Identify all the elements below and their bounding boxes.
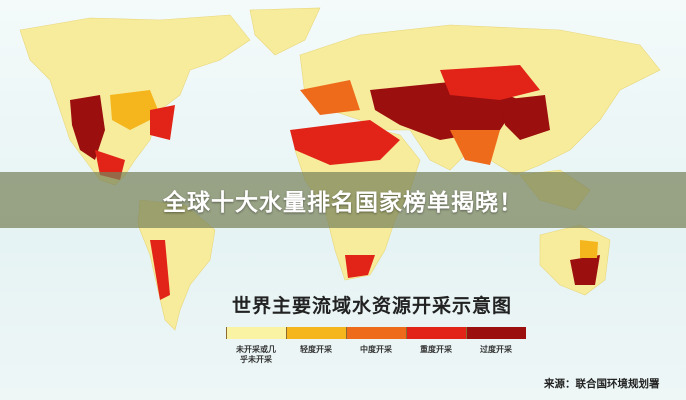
region-south-america-west	[150, 240, 170, 300]
region-north-africa	[290, 120, 400, 165]
title-banner: 全球十大水量排名国家榜单揭晓！	[0, 172, 686, 228]
region-australia-east	[570, 255, 600, 285]
region-india	[450, 130, 500, 165]
legend-label: 中度开采	[360, 345, 392, 354]
banner-title: 全球十大水量排名国家榜单揭晓！	[163, 190, 523, 216]
legend-title: 世界主要流域水资源开采示意图	[232, 295, 513, 317]
region-south-africa	[345, 255, 375, 278]
region-europe	[300, 80, 360, 115]
legend-item: 轻度开采	[286, 327, 346, 365]
legend-item: 中度开采	[346, 327, 406, 365]
region-australia-mid	[580, 240, 598, 258]
legend-label: 未开采或几乎未开采	[236, 345, 276, 364]
extraction-regions	[70, 65, 600, 300]
legend-label: 重度开采	[420, 345, 452, 354]
region-us-west	[70, 95, 105, 160]
region-us-east	[150, 105, 175, 140]
region-us-central	[110, 90, 160, 130]
greenland	[249, 7, 321, 56]
legend: 未开采或几乎未开采 轻度开采 中度开采 重度开采 过度开采	[226, 327, 526, 365]
region-central-asia	[440, 65, 540, 100]
legend-label: 过度开采	[480, 345, 512, 354]
legend-item: 未开采或几乎未开采	[226, 327, 286, 365]
legend-item: 过度开采	[466, 327, 526, 365]
legend-label: 轻度开采	[300, 345, 332, 354]
source-credit: 来源：联合国环境规划署	[544, 378, 660, 390]
legend-item: 重度开采	[406, 327, 466, 365]
region-china	[500, 95, 550, 140]
